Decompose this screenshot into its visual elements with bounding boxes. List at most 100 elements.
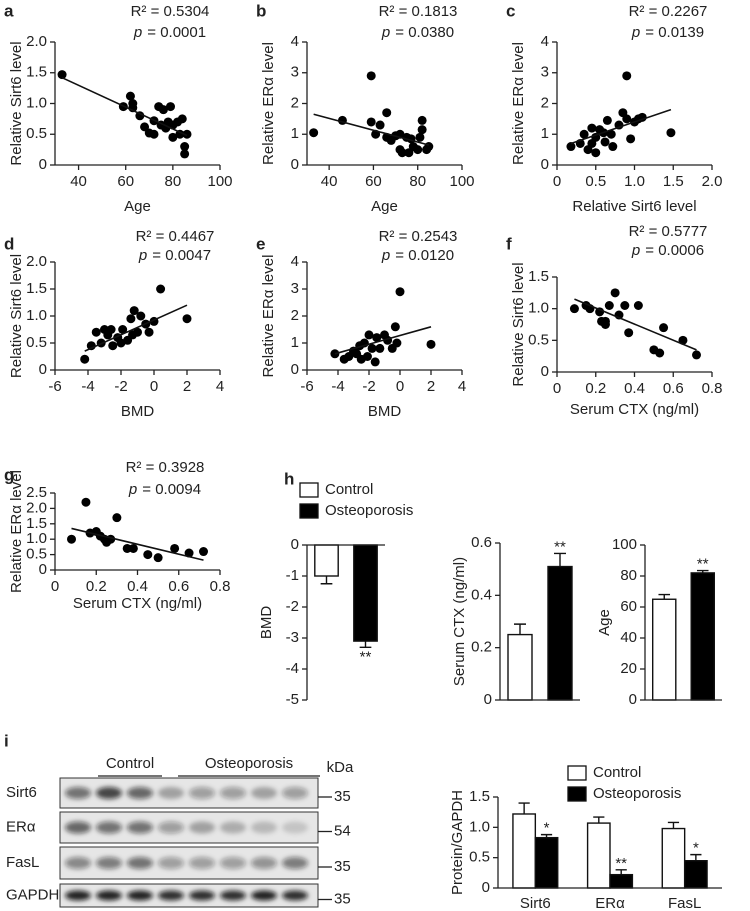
point <box>153 553 163 563</box>
bar <box>690 572 716 701</box>
blot-band <box>282 890 308 901</box>
point <box>600 137 610 147</box>
point <box>375 120 385 130</box>
x-tick-label: 0 <box>553 173 561 190</box>
y-tick-label: 4 <box>541 33 549 50</box>
point <box>587 123 597 133</box>
blot-band <box>65 821 91 834</box>
x-tick-label: 40 <box>70 173 87 190</box>
y-tick-label: 0 <box>39 561 47 578</box>
x-tick-label: 40 <box>321 173 338 190</box>
point <box>602 115 612 125</box>
x-axis-label: Relative Sirt6 level <box>572 198 696 215</box>
p-symbol: p <box>128 481 137 498</box>
fit-line <box>574 298 697 351</box>
legend-swatch <box>567 765 587 781</box>
y-axis-label: Relative ERα level <box>260 42 277 165</box>
fit-line <box>570 108 672 145</box>
point <box>633 301 643 310</box>
significance: * <box>544 820 550 837</box>
x-tick-label: FasL <box>668 895 701 911</box>
point <box>591 148 601 158</box>
panel-letter: e <box>256 234 265 253</box>
point <box>57 70 67 80</box>
y-axis-label: BMD <box>258 606 275 640</box>
point <box>569 304 579 314</box>
point <box>692 350 701 360</box>
blot-band <box>96 890 122 901</box>
y-tick-label: 0 <box>291 536 299 553</box>
panel-letter: d <box>4 234 14 253</box>
point <box>199 547 208 557</box>
point <box>604 301 614 310</box>
x-tick-label: -2 <box>362 378 375 395</box>
x-axis-label: Serum CTX (ng/ml) <box>73 595 202 612</box>
group-label: Control <box>106 755 154 772</box>
error-bar <box>518 802 530 814</box>
r-squared: R² = 0.2267 <box>629 3 708 20</box>
blot-band <box>251 821 277 834</box>
x-axis-label: Serum CTX (ng/ml) <box>570 401 699 418</box>
y-axis-label: Serum CTX (ng/ml) <box>451 557 468 686</box>
x-tick-label: -4 <box>81 378 94 395</box>
y-tick-label: 3 <box>541 64 549 81</box>
x-tick-label: 0.4 <box>127 578 148 595</box>
row-label: FasL <box>6 854 39 871</box>
blot-band <box>65 890 91 901</box>
significance: ** <box>554 538 566 555</box>
point <box>81 497 91 507</box>
point <box>626 134 636 144</box>
error-bar <box>359 641 372 648</box>
y-tick-label: 3 <box>291 64 299 81</box>
blot-band <box>158 857 184 869</box>
point <box>149 129 159 139</box>
point <box>140 122 150 132</box>
y-tick-label: 2.5 <box>26 484 47 501</box>
blot-band <box>65 857 91 869</box>
y-tick-label: 0 <box>482 879 490 896</box>
point <box>67 534 76 544</box>
y-tick-label: 0.6 <box>471 534 492 551</box>
error-bar <box>667 821 680 829</box>
x-tick-label: 0 <box>396 378 404 395</box>
p-symbol: p <box>133 24 142 41</box>
y-tick-label: 0.5 <box>528 331 549 348</box>
p-value: p = 0.0139 <box>631 24 704 41</box>
y-tick-label: 0 <box>629 691 637 708</box>
point <box>118 325 128 334</box>
point <box>106 325 116 334</box>
point <box>426 339 436 349</box>
error-bar <box>615 869 627 875</box>
y-tick-label: 0 <box>39 361 47 378</box>
y-tick-label: 0.2 <box>471 639 492 656</box>
r-squared: R² = 0.4467 <box>136 228 215 245</box>
y-tick-label: 1.0 <box>469 818 490 835</box>
point <box>170 543 180 553</box>
point <box>184 548 194 558</box>
legend-label: Control <box>325 481 373 498</box>
point <box>362 352 372 361</box>
significance: ** <box>697 556 709 573</box>
x-tick-label: Sirt6 <box>520 895 551 911</box>
blot-band <box>96 821 122 834</box>
x-tick-label: 100 <box>449 173 474 190</box>
p-number: = 0.0139 <box>645 24 704 41</box>
error-bar <box>690 853 702 861</box>
y-tick-label: 0 <box>291 361 299 378</box>
p-symbol: p <box>631 242 640 259</box>
y-tick-label: 0 <box>291 156 299 173</box>
point <box>364 330 374 340</box>
x-tick-label: 2 <box>183 378 191 395</box>
point <box>366 117 376 127</box>
y-tick-label: -4 <box>286 660 299 677</box>
point <box>129 306 139 316</box>
panel-letter: a <box>4 1 14 20</box>
x-tick-label: -4 <box>331 378 344 395</box>
legend-swatch <box>299 503 319 519</box>
y-tick-label: 1.0 <box>26 530 47 547</box>
y-tick-label: 1.5 <box>26 515 47 532</box>
blot-band <box>158 821 184 834</box>
blot-band <box>96 787 122 799</box>
marker-label: 35 <box>334 858 351 875</box>
error-bar <box>540 833 553 838</box>
